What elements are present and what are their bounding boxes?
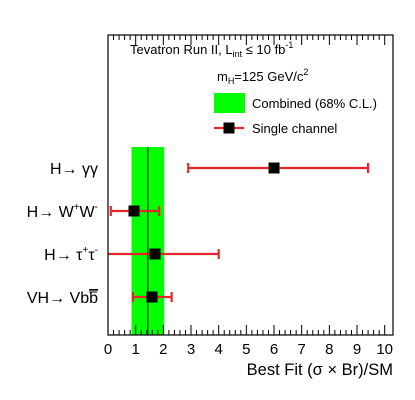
channel-2 — [108, 248, 220, 260]
x-axis-title: Best Fit (σ × Br)/SM — [247, 361, 393, 379]
legend-combined-label: Combined (68% C.L.) — [252, 96, 377, 111]
x-tick-label: 4 — [215, 341, 223, 358]
category-label: H→ τ+τ- — [44, 245, 98, 264]
x-tick-label: 7 — [298, 341, 306, 358]
category-label: H→ γγ — [50, 161, 98, 178]
legend-single-label: Single channel — [252, 121, 337, 136]
x-axis-ticks — [107, 35, 386, 335]
data-point — [268, 162, 280, 174]
data-point — [146, 291, 158, 303]
x-tick-label: 10 — [376, 341, 393, 358]
legend-single-marker — [223, 122, 235, 134]
x-tick-label: 6 — [270, 341, 278, 358]
header-luminosity: Tevatron Run II, Lint ≤ 10 fb-1 — [130, 40, 293, 59]
x-tick-label: 3 — [187, 341, 195, 358]
category-label: VH→ Vbb — [27, 290, 98, 307]
header-mass: mH=125 GeV/c2 — [217, 67, 308, 86]
data-point — [128, 205, 140, 217]
x-tick-label: 9 — [353, 341, 361, 358]
channel-3 — [131, 291, 173, 303]
plot-frame — [107, 34, 394, 336]
x-tick-label: 8 — [325, 341, 333, 358]
channel-points — [108, 162, 370, 303]
channel-0 — [187, 162, 370, 174]
x-tick-label: 0 — [104, 341, 112, 358]
channel-1 — [109, 205, 161, 217]
x-tick-label: 1 — [131, 341, 139, 358]
category-labels: H→ γγ H→ W+W- H→ τ+τ- VH→ Vbb — [27, 161, 99, 307]
x-axis-tick-labels: 0 1 2 3 4 5 6 7 8 9 10 — [104, 341, 393, 358]
data-point — [149, 248, 161, 260]
x-tick-label: 2 — [159, 341, 167, 358]
legend-combined-swatch — [214, 93, 245, 113]
x-tick-label: 5 — [242, 341, 250, 358]
category-label: H→ W+W- — [27, 202, 98, 221]
